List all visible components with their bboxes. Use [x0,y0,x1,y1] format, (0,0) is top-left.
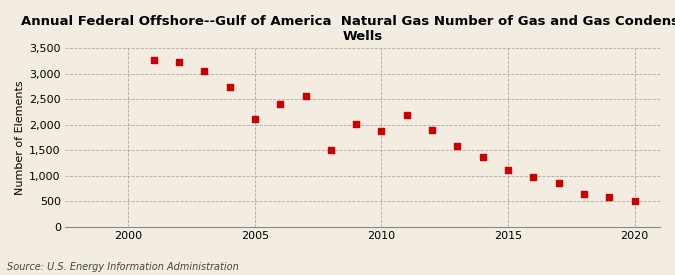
Point [47,224,57,228]
Point [351,122,362,127]
Point [173,59,184,64]
Point [629,199,640,203]
Point [402,112,412,117]
Point [604,194,615,199]
Point [325,147,336,152]
Point [148,58,159,62]
Point [275,102,286,106]
Y-axis label: Number of Elements: Number of Elements [15,80,25,195]
Title: Annual Federal Offshore--Gulf of America  Natural Gas Number of Gas and Gas Cond: Annual Federal Offshore--Gulf of America… [22,15,675,43]
Point [427,128,437,132]
Point [578,192,589,196]
Point [452,144,463,148]
Point [224,84,235,89]
Point [503,167,514,172]
Point [199,68,210,73]
Point [376,129,387,134]
Point [554,181,564,186]
Point [250,116,261,121]
Point [477,155,488,159]
Text: Source: U.S. Energy Information Administration: Source: U.S. Energy Information Administ… [7,262,238,272]
Point [300,94,311,99]
Point [528,174,539,179]
